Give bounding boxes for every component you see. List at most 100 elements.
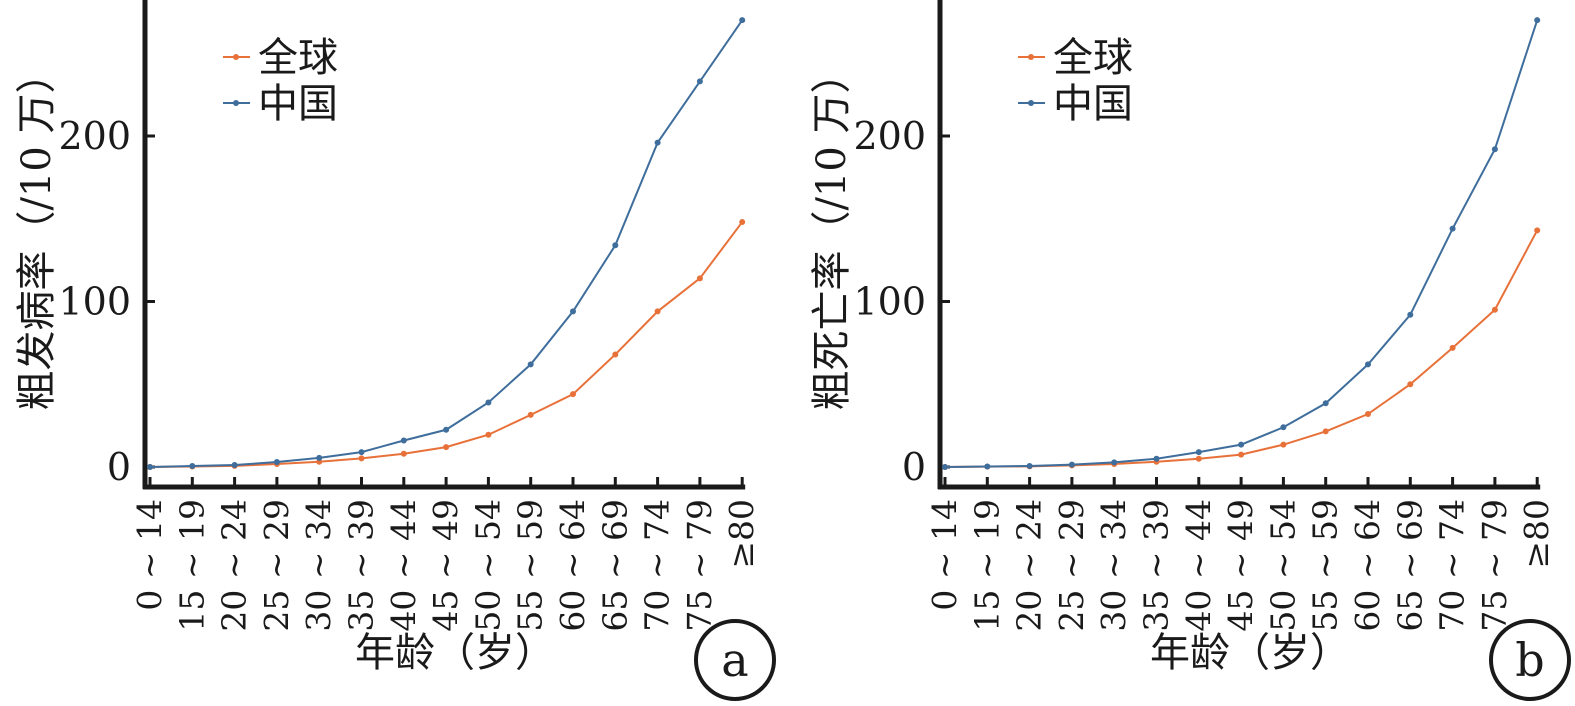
series-line-global — [944, 229, 1539, 468]
y-tick-label: 200 — [58, 114, 131, 158]
data-point-china — [443, 426, 450, 433]
legend-marker-china — [233, 100, 239, 106]
data-point-china — [231, 462, 238, 469]
legend-marker-china — [1028, 100, 1034, 106]
x-tick-label: ≥80 — [722, 499, 761, 569]
data-point-china — [739, 17, 746, 24]
legend-marker-global — [1028, 54, 1034, 60]
data-point-china — [654, 139, 661, 146]
x-tick-label: 55 ~ 59 — [511, 499, 550, 632]
data-point-global — [1280, 441, 1287, 448]
x-tick-label: 60 ~ 64 — [1348, 499, 1387, 632]
x-axis-label: 年龄（岁） — [355, 630, 555, 676]
data-point-global — [654, 308, 661, 315]
legend-marker-global — [233, 54, 239, 60]
x-tick-label: 50 ~ 54 — [1263, 499, 1302, 632]
data-point-china — [1195, 449, 1202, 456]
panel-label-circle — [694, 619, 776, 701]
x-tick-label: 65 ~ 69 — [595, 499, 634, 632]
data-point-global — [1491, 306, 1498, 313]
y-tick-label: 100 — [853, 280, 926, 324]
data-point-china — [1026, 463, 1033, 470]
data-point-china — [527, 361, 534, 368]
x-tick-label: 35 ~ 39 — [342, 499, 381, 632]
data-point-global — [527, 411, 534, 418]
x-tick-label: 45 ~ 49 — [426, 499, 465, 632]
data-point-global — [443, 444, 450, 451]
data-point-china — [696, 78, 703, 85]
x-tick-label: 65 ~ 69 — [1390, 499, 1429, 632]
x-tick-label: 15 ~ 19 — [172, 499, 211, 632]
data-point-global — [1449, 344, 1456, 351]
legend-label-global: 全球 — [1053, 35, 1133, 81]
x-tick-label: 40 ~ 44 — [384, 499, 423, 632]
data-point-global — [696, 275, 703, 282]
x-tick-label: 0 ~ 14 — [925, 499, 964, 611]
data-point-global — [358, 455, 365, 462]
x-tick-label: 25 ~ 29 — [1052, 499, 1091, 632]
data-point-global — [1407, 381, 1414, 388]
data-point-china — [1534, 17, 1541, 24]
data-point-global — [612, 351, 619, 358]
data-point-china — [316, 454, 323, 461]
data-point-global — [1195, 455, 1202, 462]
data-point-china — [1068, 461, 1075, 468]
data-point-global — [1322, 428, 1329, 435]
data-point-china — [984, 463, 991, 470]
x-tick-label: 30 ~ 34 — [299, 499, 338, 632]
data-point-global — [1238, 451, 1245, 458]
data-point-china — [273, 459, 280, 466]
x-tick-label: 70 ~ 74 — [1433, 499, 1472, 632]
legend-label-china: 中国 — [258, 81, 338, 127]
x-tick-label: 40 ~ 44 — [1179, 499, 1218, 632]
panel-label: a — [721, 633, 748, 687]
data-point-global — [1534, 227, 1541, 234]
y-axis-label: 粗发病率（/10 万） — [14, 53, 60, 410]
data-point-china — [1111, 459, 1118, 466]
legend-label-global: 全球 — [258, 35, 338, 81]
data-point-china — [485, 399, 492, 406]
data-point-china — [400, 437, 407, 444]
data-point-china — [1365, 361, 1371, 368]
x-axis-label: 年龄（岁） — [1150, 630, 1350, 676]
data-point-global — [485, 431, 492, 438]
x-tick-label: 25 ~ 29 — [257, 499, 296, 632]
data-point-global — [1365, 411, 1371, 418]
x-tick-label: 20 ~ 24 — [1010, 499, 1049, 632]
data-point-china — [1322, 400, 1329, 407]
x-tick-label: ≥80 — [1517, 499, 1556, 569]
y-tick-label: 0 — [107, 445, 131, 489]
panel-label-circle — [1489, 619, 1571, 701]
data-point-china — [358, 449, 365, 456]
x-tick-label: 0 ~ 14 — [130, 499, 169, 611]
x-tick-label: 60 ~ 64 — [553, 499, 592, 632]
x-tick-label: 55 ~ 59 — [1306, 499, 1345, 632]
data-point-global — [739, 219, 746, 226]
panel-label: b — [1515, 633, 1544, 687]
y-tick-label: 200 — [853, 114, 926, 158]
data-point-china — [1280, 424, 1287, 431]
x-tick-label: 20 ~ 24 — [215, 499, 254, 632]
chart-panel-a: 0 100 200 0 ~ 14 15 ~ 19 20 ~ 24 25 ~ 29 30 ~ 3… — [14, 0, 776, 701]
y-axis-label: 粗死亡率（/10 万） — [809, 53, 855, 410]
data-point-china — [147, 464, 153, 470]
x-tick-label: 15 ~ 19 — [967, 499, 1006, 632]
data-point-china — [570, 308, 576, 315]
x-tick-label: 75 ~ 79 — [680, 499, 719, 632]
legend-label-china: 中国 — [1053, 81, 1133, 127]
y-tick-label: 0 — [902, 445, 926, 489]
series-line-china — [944, 19, 1539, 468]
data-point-china — [1407, 311, 1414, 318]
x-tick-label: 50 ~ 54 — [468, 499, 507, 632]
data-point-china — [1491, 146, 1498, 153]
x-tick-label: 75 ~ 79 — [1475, 499, 1514, 632]
x-tick-label: 35 ~ 39 — [1137, 499, 1176, 632]
data-point-global — [400, 450, 407, 457]
x-tick-label: 70 ~ 74 — [638, 499, 677, 632]
data-point-china — [942, 464, 948, 470]
data-point-china — [1449, 225, 1456, 232]
chart-panel-b: 0 100 200 0 ~ 14 15 ~ 19 20 ~ 24 25 ~ 29 30 ~ 3… — [809, 0, 1571, 701]
y-tick-label: 100 — [58, 280, 131, 324]
x-tick-label: 30 ~ 34 — [1094, 499, 1133, 632]
